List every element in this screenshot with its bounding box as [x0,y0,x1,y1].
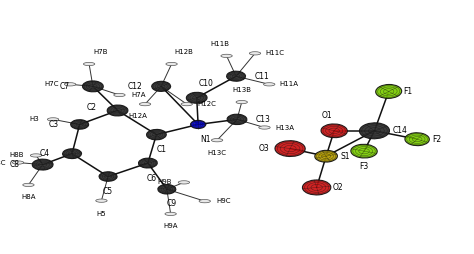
Ellipse shape [376,85,401,98]
Text: O1: O1 [322,111,332,120]
Text: C9: C9 [166,199,177,209]
Text: C1: C1 [156,145,166,154]
Ellipse shape [158,184,176,194]
Ellipse shape [23,183,34,186]
Text: H13B: H13B [232,87,251,93]
Text: H3: H3 [29,116,39,122]
Text: H12A: H12A [128,113,147,119]
Ellipse shape [359,123,390,139]
Text: F1: F1 [403,87,412,96]
Ellipse shape [138,158,157,168]
Ellipse shape [114,93,125,97]
Text: H7C: H7C [44,81,58,87]
Text: C4: C4 [39,149,50,158]
Ellipse shape [30,154,42,157]
Ellipse shape [227,114,247,124]
Text: H8A: H8A [21,194,36,200]
Ellipse shape [315,150,337,162]
Ellipse shape [139,103,151,106]
Text: F2: F2 [432,135,442,144]
Text: H11C: H11C [265,50,284,56]
Text: N1: N1 [200,135,210,144]
Text: H7A: H7A [131,92,146,98]
Text: H11A: H11A [280,81,299,87]
Ellipse shape [221,54,232,57]
Ellipse shape [63,149,82,158]
Ellipse shape [236,101,247,104]
Text: C13: C13 [255,115,271,124]
Text: H9C: H9C [217,198,231,204]
Text: H5: H5 [97,211,106,217]
Text: O3: O3 [259,144,269,153]
Ellipse shape [321,124,347,138]
Text: H12C: H12C [197,101,216,107]
Ellipse shape [249,52,261,55]
Text: H8B: H8B [10,152,24,158]
Ellipse shape [99,172,117,181]
Ellipse shape [264,83,275,86]
Ellipse shape [96,199,107,202]
Text: C10: C10 [199,78,214,88]
Text: C12: C12 [128,82,143,91]
Ellipse shape [47,118,59,121]
Ellipse shape [211,139,223,142]
Text: H12B: H12B [174,49,193,55]
Text: C3: C3 [48,120,59,129]
Ellipse shape [405,133,429,146]
Text: C7: C7 [59,82,70,91]
Text: H13A: H13A [275,124,294,131]
Ellipse shape [166,62,177,66]
Text: H8C: H8C [0,160,6,166]
Ellipse shape [12,161,24,164]
Ellipse shape [275,141,305,156]
Text: C11: C11 [255,72,270,81]
Ellipse shape [32,159,53,170]
Ellipse shape [64,83,76,86]
Text: C5: C5 [103,187,113,196]
Text: C6: C6 [146,174,157,183]
Text: H9A: H9A [164,223,178,229]
Text: H9B: H9B [158,179,172,185]
Ellipse shape [152,81,171,91]
Ellipse shape [199,200,210,203]
Ellipse shape [71,120,89,129]
Ellipse shape [227,71,246,81]
Ellipse shape [191,120,206,129]
Ellipse shape [302,180,331,195]
Text: F3: F3 [359,162,369,171]
Text: H7B: H7B [94,49,108,55]
Text: C14: C14 [393,126,408,135]
Text: H13C: H13C [208,150,227,156]
Ellipse shape [83,62,95,66]
Text: H11B: H11B [210,41,229,47]
Text: O2: O2 [333,183,343,192]
Ellipse shape [259,126,270,129]
Ellipse shape [178,181,190,184]
Ellipse shape [165,212,176,215]
Ellipse shape [181,103,192,106]
Ellipse shape [82,81,103,92]
Ellipse shape [146,129,166,140]
Ellipse shape [107,105,128,116]
Text: C8: C8 [9,160,19,169]
Text: S1: S1 [340,152,350,161]
Text: C2: C2 [86,103,97,113]
Ellipse shape [351,144,377,158]
Ellipse shape [186,92,207,103]
